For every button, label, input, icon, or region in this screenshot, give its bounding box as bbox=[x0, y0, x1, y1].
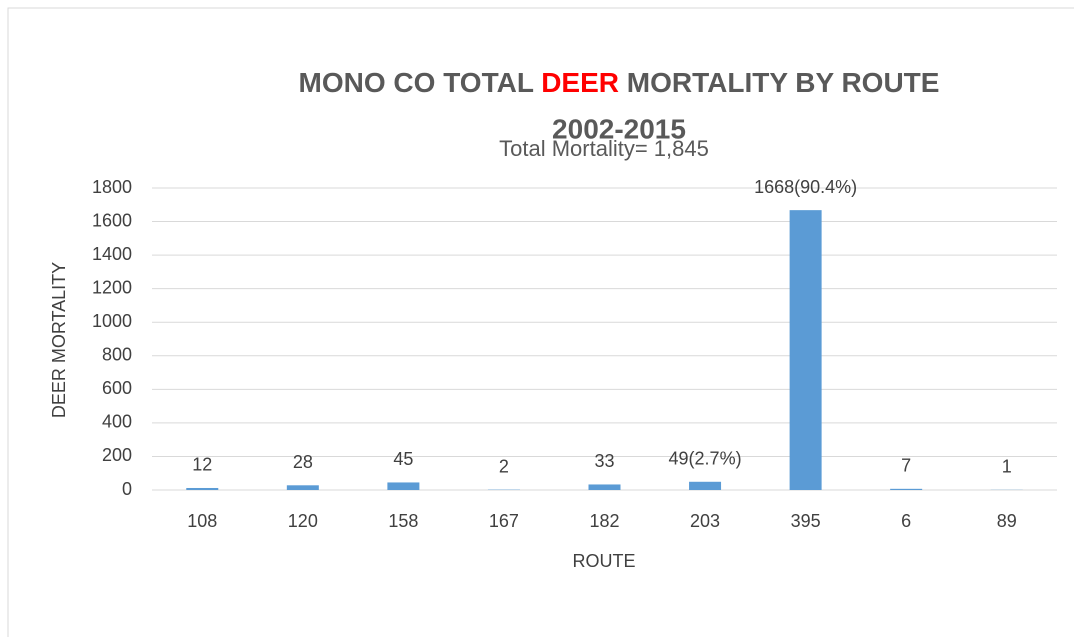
y-tick-label: 1200 bbox=[92, 277, 132, 297]
x-tick-label: 120 bbox=[288, 511, 318, 531]
title-highlight: DEER bbox=[541, 67, 619, 98]
y-axis-label: DEER MORTALITY bbox=[49, 262, 69, 418]
x-tick-label: 89 bbox=[997, 511, 1017, 531]
data-label: 2 bbox=[499, 456, 509, 476]
y-tick-label: 1600 bbox=[92, 210, 132, 230]
y-tick-label: 1400 bbox=[92, 244, 132, 264]
y-tick-label: 0 bbox=[122, 479, 132, 499]
y-tick-label: 600 bbox=[102, 378, 132, 398]
data-label: 1 bbox=[1002, 457, 1012, 477]
x-tick-label: 108 bbox=[187, 511, 217, 531]
data-label: 1668(90.4%) bbox=[754, 177, 857, 197]
x-tick-label: 167 bbox=[489, 511, 519, 531]
bar bbox=[387, 482, 420, 490]
bar bbox=[689, 481, 722, 490]
bar bbox=[789, 210, 822, 490]
data-label: 12 bbox=[192, 455, 212, 475]
data-label: 7 bbox=[901, 456, 911, 476]
chart-frame bbox=[7, 7, 1074, 637]
data-label: 33 bbox=[594, 451, 614, 471]
bar bbox=[588, 484, 621, 490]
x-tick-label: 203 bbox=[690, 511, 720, 531]
x-tick-label: 395 bbox=[791, 511, 821, 531]
bar bbox=[890, 488, 923, 490]
y-tick-label: 800 bbox=[102, 345, 132, 365]
title-part: MORTALITY BY ROUTE bbox=[619, 67, 939, 98]
y-tick-label: 1000 bbox=[92, 311, 132, 331]
chart-subtitle: Total Mortality= 1,845 bbox=[499, 136, 709, 161]
data-label: 49(2.7%) bbox=[669, 449, 742, 469]
data-label: 28 bbox=[293, 452, 313, 472]
y-tick-label: 400 bbox=[102, 412, 132, 432]
y-tick-label: 1800 bbox=[92, 177, 132, 197]
x-tick-label: 6 bbox=[901, 511, 911, 531]
data-label: 45 bbox=[393, 449, 413, 469]
bar bbox=[286, 485, 319, 490]
chart-title-line2: 2002-2015 bbox=[552, 113, 686, 144]
title-part: MONO CO TOTAL bbox=[299, 67, 542, 98]
x-axis-label: ROUTE bbox=[573, 551, 636, 571]
y-tick-label: 200 bbox=[102, 445, 132, 465]
x-tick-label: 158 bbox=[388, 511, 418, 531]
bar bbox=[186, 487, 219, 490]
chart-title: MONO CO TOTAL DEER MORTALITY BY ROUTE bbox=[299, 67, 940, 98]
x-tick-label: 182 bbox=[589, 511, 619, 531]
